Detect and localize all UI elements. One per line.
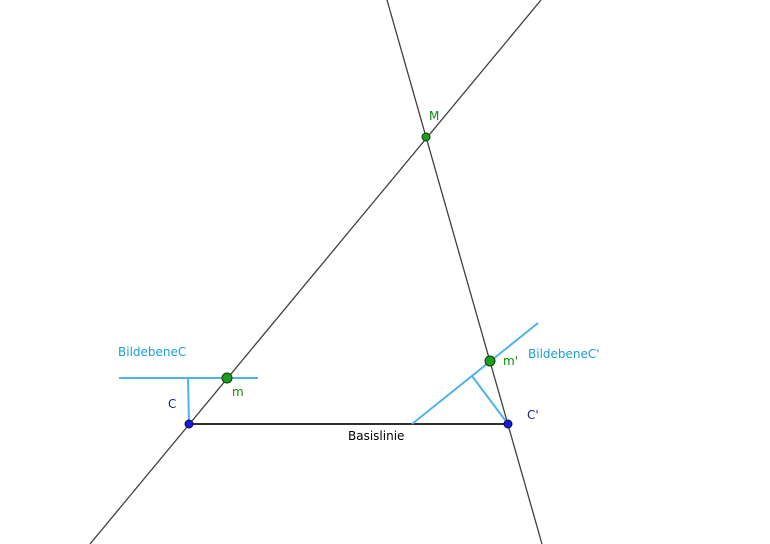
label-M: M <box>429 109 439 123</box>
label-baseline: Basislinie <box>348 429 404 443</box>
perpendicular-C-prime[interactable] <box>471 375 509 425</box>
line-through-C-prime-and-M[interactable] <box>386 0 543 544</box>
point-M[interactable] <box>421 132 431 142</box>
label-m-prime: m' <box>503 354 518 368</box>
image-plane-C-prime[interactable] <box>411 322 539 425</box>
line-through-C-and-M[interactable] <box>89 0 542 544</box>
point-m[interactable] <box>221 372 233 384</box>
point-C-prime[interactable] <box>503 419 513 429</box>
label-image-plane-C-prime: BildebeneC' <box>528 347 600 361</box>
point-m-prime[interactable] <box>484 355 496 367</box>
point-C[interactable] <box>184 419 194 429</box>
perpendicular-C[interactable] <box>187 377 190 425</box>
label-image-plane-C: BildebeneC <box>118 345 186 359</box>
label-C: C <box>168 397 176 411</box>
label-C-prime: C' <box>527 408 539 422</box>
label-m: m <box>232 385 244 399</box>
